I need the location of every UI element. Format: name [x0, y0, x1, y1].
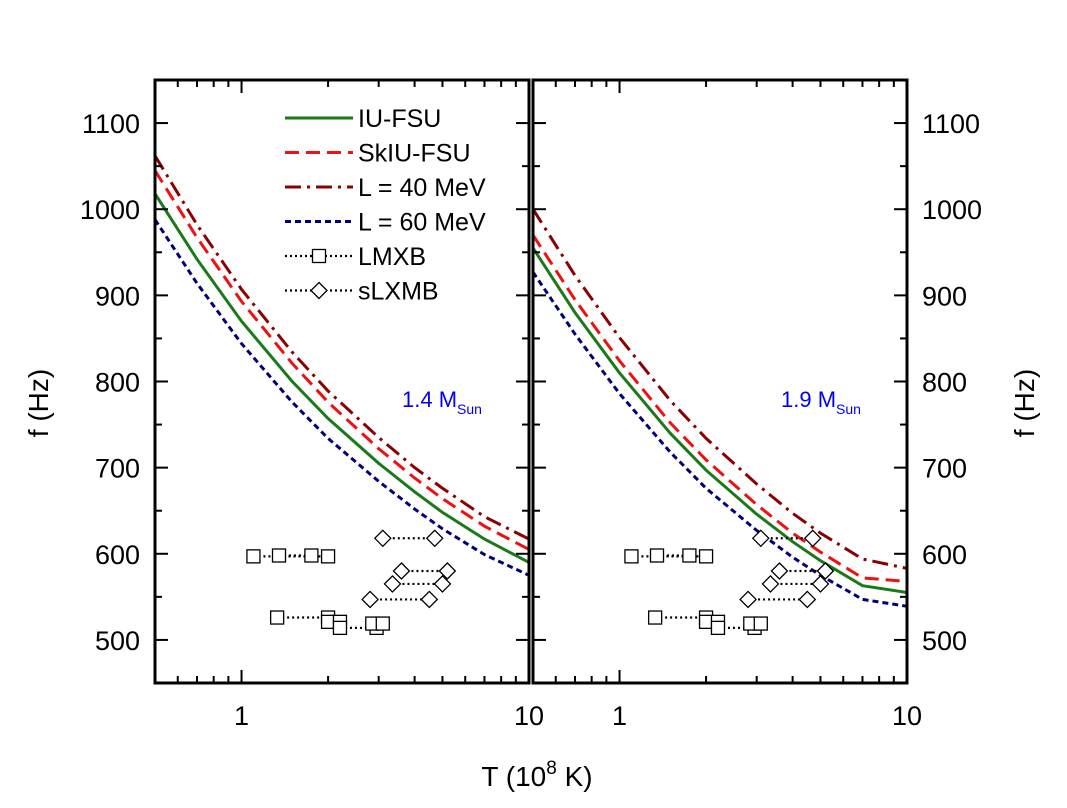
left-slxmb-point-0-0: [373, 529, 392, 548]
legend-item-0-label: IU-FSU: [358, 105, 441, 133]
right-y-tick-label-6: 1100: [922, 109, 980, 139]
right-series-0-line: [533, 247, 907, 594]
left-lmxb-point-0-1: [320, 549, 336, 564]
right-lmxb-point-4-0: [710, 620, 726, 636]
right-y-tick-label-1: 600: [922, 540, 967, 570]
right-y-tick-label-2: 700: [922, 454, 967, 484]
legend-item-4-marker: [311, 248, 327, 264]
x-axis-title-main: T (10: [481, 761, 546, 792]
right-plot-area: [533, 208, 907, 636]
x-axis-title-tail: K): [557, 761, 593, 792]
right-y-tick-label-0: 500: [922, 626, 967, 656]
right-series-1-line: [533, 234, 907, 583]
left-series-2-line: [155, 155, 529, 541]
right-lmxb-point-2-0: [647, 610, 663, 625]
left-y-tick-label-1: 600: [95, 540, 140, 570]
left-y-tick-label-2: 700: [95, 454, 140, 484]
left-lmxb-point-3-0: [320, 614, 336, 629]
right-mass-annotation-sub: Sun: [836, 401, 861, 417]
right-slxmb-point-0-0: [751, 529, 770, 548]
legend-item-3-label: L = 60 MeV: [358, 209, 486, 237]
left-x-tick-label-0: 1: [234, 701, 249, 731]
legend-item-5-label: sLXMB: [358, 278, 439, 306]
right-slxmb-point-2-0: [761, 575, 780, 593]
left-series-3-line: [155, 218, 529, 577]
left-lmxb-point-4-0: [332, 620, 348, 636]
left-slxmb-point-2-0: [383, 575, 402, 593]
right-lmxb-point-0-1: [698, 549, 714, 564]
right-series-3-line: [533, 271, 907, 608]
right-mass-annotation: 1.9 MSun: [781, 387, 861, 417]
legend-item-5-marker: [310, 281, 328, 300]
right-slxmb-point-3-0: [739, 590, 757, 609]
left-lmxb-point-1-0: [271, 548, 287, 563]
left-series-0-line: [155, 192, 529, 564]
right-lmxb-point-5-1: [753, 616, 768, 631]
right-slxmb-point-0-1: [803, 529, 822, 548]
right-x-tick-label-0: 1: [612, 701, 627, 731]
left-panel-frame: [153, 78, 531, 685]
right-lmxb-point-3-0: [698, 614, 714, 629]
right-y-tick-label-3: 800: [922, 368, 967, 398]
right-slxmb-point-1-0: [770, 562, 789, 580]
left-series-1-line: [155, 169, 529, 551]
right-y-tick-label-4: 900: [922, 281, 967, 311]
left-y-tick-label-6: 1100: [82, 109, 140, 139]
left-x-tick-label-1: 10: [514, 701, 544, 731]
left-slxmb-point-3-1: [420, 590, 439, 609]
left-slxmb-point-2-1: [433, 575, 452, 593]
right-x-tick-label-1: 10: [892, 701, 922, 731]
left-y-tick-label-5: 1000: [80, 195, 140, 225]
right-lmxb-point-0-0: [624, 549, 639, 564]
right-lmxb-point-1-0: [649, 548, 665, 563]
x-axis-title-exp: 8: [546, 758, 557, 779]
left-slxmb-point-0-1: [425, 529, 444, 548]
left-mass-annotation: 1.4 MSun: [402, 387, 482, 417]
right-panel-frame: [531, 78, 909, 685]
right-slxmb-point-3-1: [798, 590, 817, 609]
left-lmxb-point-0-0: [246, 549, 261, 564]
y-axis-title-right: f (Hz): [1009, 369, 1040, 437]
right-slxmb-point-1-1: [816, 562, 835, 580]
left-y-tick-label-3: 800: [95, 368, 140, 398]
left-mass-annotation-main: 1.4 M: [402, 387, 457, 412]
legend-item-1-label: SkIU-FSU: [358, 140, 471, 168]
y-axis-title-left: f (Hz): [23, 369, 54, 437]
right-lmxb-point-1-1: [682, 548, 697, 563]
right-series-2-line: [533, 208, 907, 570]
legend-item-4-label: LMXB: [358, 243, 426, 271]
right-slxmb-point-2-1: [811, 575, 830, 593]
x-axis-title: T (108 K): [481, 758, 592, 792]
left-lmxb-point-1-1: [304, 548, 319, 563]
left-lmxb-point-5-1: [375, 616, 390, 631]
left-mass-annotation-sub: Sun: [457, 401, 482, 417]
left-slxmb-point-1-1: [438, 562, 457, 580]
right-y-tick-label-5: 1000: [922, 195, 982, 225]
left-slxmb-point-1-0: [392, 562, 411, 580]
left-y-tick-label-0: 500: [95, 626, 140, 656]
left-plot-area: [155, 155, 529, 636]
legend-item-2-label: L = 40 MeV: [358, 174, 486, 202]
left-y-tick-label-4: 900: [95, 281, 140, 311]
left-slxmb-point-3-0: [361, 590, 379, 609]
right-mass-annotation-main: 1.9 M: [781, 387, 836, 412]
left-lmxb-point-2-0: [269, 610, 285, 625]
